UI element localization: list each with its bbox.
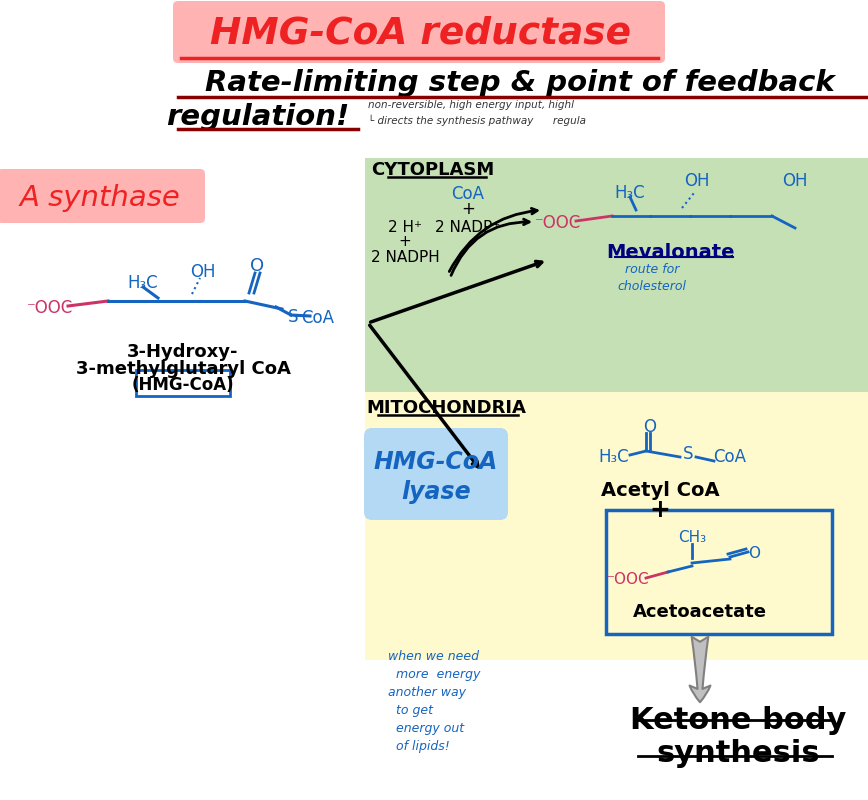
Text: 3-Hydroxy-: 3-Hydroxy- <box>128 343 239 361</box>
Bar <box>365 158 868 392</box>
Text: 2 NADP⁺: 2 NADP⁺ <box>436 221 501 235</box>
Text: Rate-limiting step & point of feedback: Rate-limiting step & point of feedback <box>205 69 835 97</box>
Text: OH: OH <box>782 172 808 190</box>
FancyBboxPatch shape <box>0 169 205 223</box>
Text: └ directs the synthesis pathway      regula: └ directs the synthesis pathway regula <box>368 114 586 126</box>
FancyBboxPatch shape <box>173 1 665 63</box>
Text: when we need
  more  energy
another way
  to get
  energy out
  of lipids!: when we need more energy another way to … <box>388 650 480 753</box>
Text: CoA: CoA <box>451 185 484 203</box>
Text: H₃C: H₃C <box>128 274 158 292</box>
Text: CoA: CoA <box>301 309 334 327</box>
Text: 2 H⁺: 2 H⁺ <box>388 221 422 235</box>
FancyBboxPatch shape <box>364 428 508 520</box>
Text: ⁻OOC: ⁻OOC <box>535 214 581 232</box>
Text: S: S <box>683 445 694 463</box>
Text: (HMG-CoA): (HMG-CoA) <box>132 376 234 394</box>
FancyBboxPatch shape <box>606 510 832 634</box>
Text: H₃C: H₃C <box>599 448 629 466</box>
Text: +: + <box>398 234 411 250</box>
Text: route for
cholesterol: route for cholesterol <box>617 263 687 293</box>
Text: O: O <box>643 418 656 436</box>
Text: 2 NADPH: 2 NADPH <box>371 250 439 265</box>
Text: Acetoacetate: Acetoacetate <box>633 603 767 621</box>
Text: MITOCHONDRIA: MITOCHONDRIA <box>366 399 526 417</box>
Text: Mevalonate: Mevalonate <box>606 242 734 262</box>
Text: +: + <box>649 498 670 522</box>
Text: 3-methylglutaryl CoA: 3-methylglutaryl CoA <box>76 360 291 378</box>
Text: Ketone body
synthesis: Ketone body synthesis <box>630 706 846 768</box>
Text: O: O <box>748 546 760 561</box>
Text: Acetyl CoA: Acetyl CoA <box>601 481 720 499</box>
Text: A synthase: A synthase <box>20 184 181 212</box>
Text: CYTOPLASM: CYTOPLASM <box>372 161 495 179</box>
Text: ⁻OOC: ⁻OOC <box>27 299 73 317</box>
Text: H₃C: H₃C <box>615 184 645 202</box>
Text: HMG-CoA reductase: HMG-CoA reductase <box>209 15 630 51</box>
Text: HMG-CoA
lyase: HMG-CoA lyase <box>374 450 498 504</box>
Text: non-reversible, high energy input, highl: non-reversible, high energy input, highl <box>368 100 574 110</box>
Text: OH: OH <box>190 263 216 281</box>
Text: +: + <box>461 200 475 218</box>
Text: O: O <box>250 257 264 275</box>
Text: S: S <box>288 308 299 326</box>
Text: OH: OH <box>684 172 710 190</box>
Text: CH₃: CH₃ <box>678 530 706 545</box>
Text: ⁻OOC: ⁻OOC <box>607 573 649 587</box>
Bar <box>365 392 868 660</box>
Text: regulation!: regulation! <box>167 103 350 131</box>
Text: CoA: CoA <box>713 448 746 466</box>
